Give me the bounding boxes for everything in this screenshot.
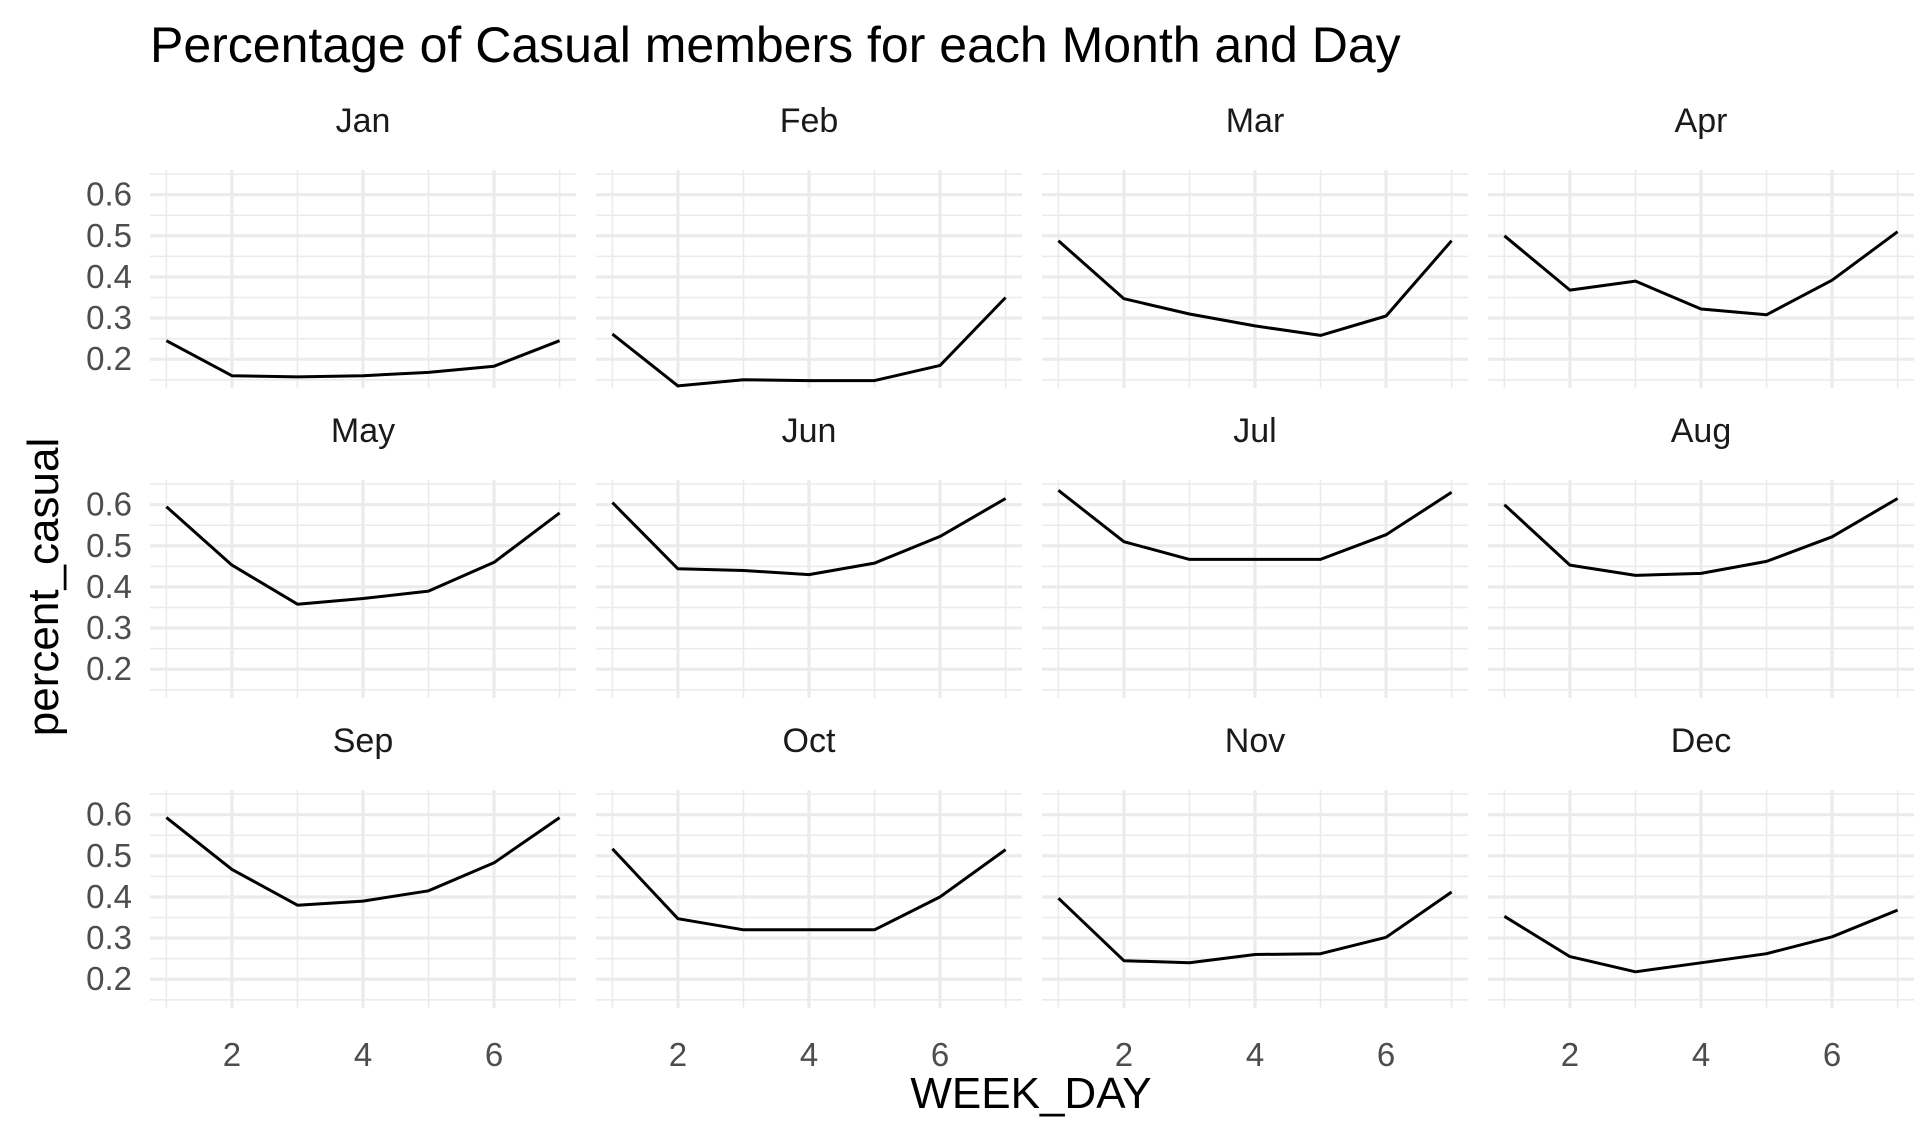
y-tick-label: 0.2 — [86, 340, 132, 377]
y-axis-title: percent_casual — [19, 438, 68, 736]
series-line-may — [165, 505, 561, 606]
facet-strip-label: Dec — [1671, 722, 1731, 760]
y-tick-label: 0.2 — [86, 960, 132, 997]
x-tick-label: 6 — [485, 1036, 503, 1073]
x-tick-label: 4 — [354, 1036, 372, 1073]
facet-panel-may: May 0.2 0.3 0.4 0.5 0.6 — [86, 412, 576, 698]
y-tick-label: 0.5 — [86, 527, 132, 564]
series-line-feb — [611, 296, 1007, 388]
y-tick-label: 0.4 — [86, 878, 132, 915]
y-tick-label: 0.3 — [86, 609, 132, 646]
facet-strip-label: Sep — [333, 722, 394, 760]
facet-strip-label: Jun — [782, 412, 837, 450]
series-line-jan — [165, 339, 561, 379]
series-line-aug — [1503, 497, 1899, 577]
facet-panel-feb: Feb — [596, 102, 1022, 388]
facet-panels: Jan 0.2 0.3 0.4 0.5 0.6 Feb Mar Apr May 0.2 0.3 0.4 0… — [86, 102, 1914, 1073]
facet-panel-aug: Aug — [1488, 412, 1914, 698]
facet-panel-mar: Mar — [1042, 102, 1468, 388]
facet-panel-oct: Oct 2 4 6 — [596, 722, 1022, 1073]
facet-strip-label: Jul — [1233, 412, 1276, 450]
y-tick-label: 0.6 — [86, 176, 132, 213]
y-tick-label: 0.4 — [86, 258, 132, 295]
x-tick-label: 6 — [1823, 1036, 1841, 1073]
y-tick-label: 0.4 — [86, 568, 132, 605]
facet-panel-nov: Nov 2 4 6 — [1042, 722, 1468, 1073]
x-tick-label: 2 — [1115, 1036, 1133, 1073]
facet-strip-label: Oct — [783, 722, 836, 760]
y-tick-label: 0.6 — [86, 486, 132, 523]
y-tick-label: 0.3 — [86, 299, 132, 336]
y-tick-label: 0.5 — [86, 837, 132, 874]
chart-title: Percentage of Casual members for each Mo… — [150, 17, 1401, 73]
x-tick-label: 4 — [1692, 1036, 1710, 1073]
facet-strip-label: Aug — [1671, 412, 1732, 450]
x-tick-label: 2 — [669, 1036, 687, 1073]
x-tick-label: 6 — [1377, 1036, 1395, 1073]
series-line-oct — [611, 847, 1007, 932]
facet-panel-dec: Dec 2 4 6 — [1488, 722, 1914, 1073]
facet-panel-jun: Jun — [596, 412, 1022, 698]
y-tick-label: 0.2 — [86, 650, 132, 687]
x-tick-label: 4 — [800, 1036, 818, 1073]
series-line-jun — [611, 497, 1007, 577]
y-tick-label: 0.6 — [86, 796, 132, 833]
facet-panel-apr: Apr — [1488, 102, 1914, 388]
facet-panel-sep: Sep 0.2 0.3 0.4 0.5 0.6 2 4 6 — [86, 722, 576, 1073]
series-line-nov — [1057, 890, 1453, 965]
facet-strip-label: Nov — [1225, 722, 1285, 760]
series-line-dec — [1503, 908, 1899, 974]
x-axis-title: WEEK_DAY — [910, 1069, 1151, 1118]
x-tick-label: 4 — [1246, 1036, 1264, 1073]
series-line-jul — [1057, 489, 1453, 561]
series-line-mar — [1057, 239, 1453, 337]
facet-strip-label: May — [331, 412, 395, 450]
x-tick-label: 2 — [223, 1036, 241, 1073]
x-tick-label: 2 — [1561, 1036, 1579, 1073]
series-line-sep — [165, 816, 561, 907]
facet-panel-jul: Jul — [1042, 412, 1468, 698]
facet-strip-label: Mar — [1226, 102, 1285, 140]
facet-panel-jan: Jan 0.2 0.3 0.4 0.5 0.6 — [86, 102, 576, 388]
facet-strip-label: Jan — [336, 102, 391, 140]
y-tick-label: 0.3 — [86, 919, 132, 956]
series-line-apr — [1503, 230, 1899, 317]
facet-strip-label: Apr — [1675, 102, 1728, 140]
y-tick-label: 0.5 — [86, 217, 132, 254]
facet-strip-label: Feb — [780, 102, 839, 140]
x-tick-label: 6 — [931, 1036, 949, 1073]
